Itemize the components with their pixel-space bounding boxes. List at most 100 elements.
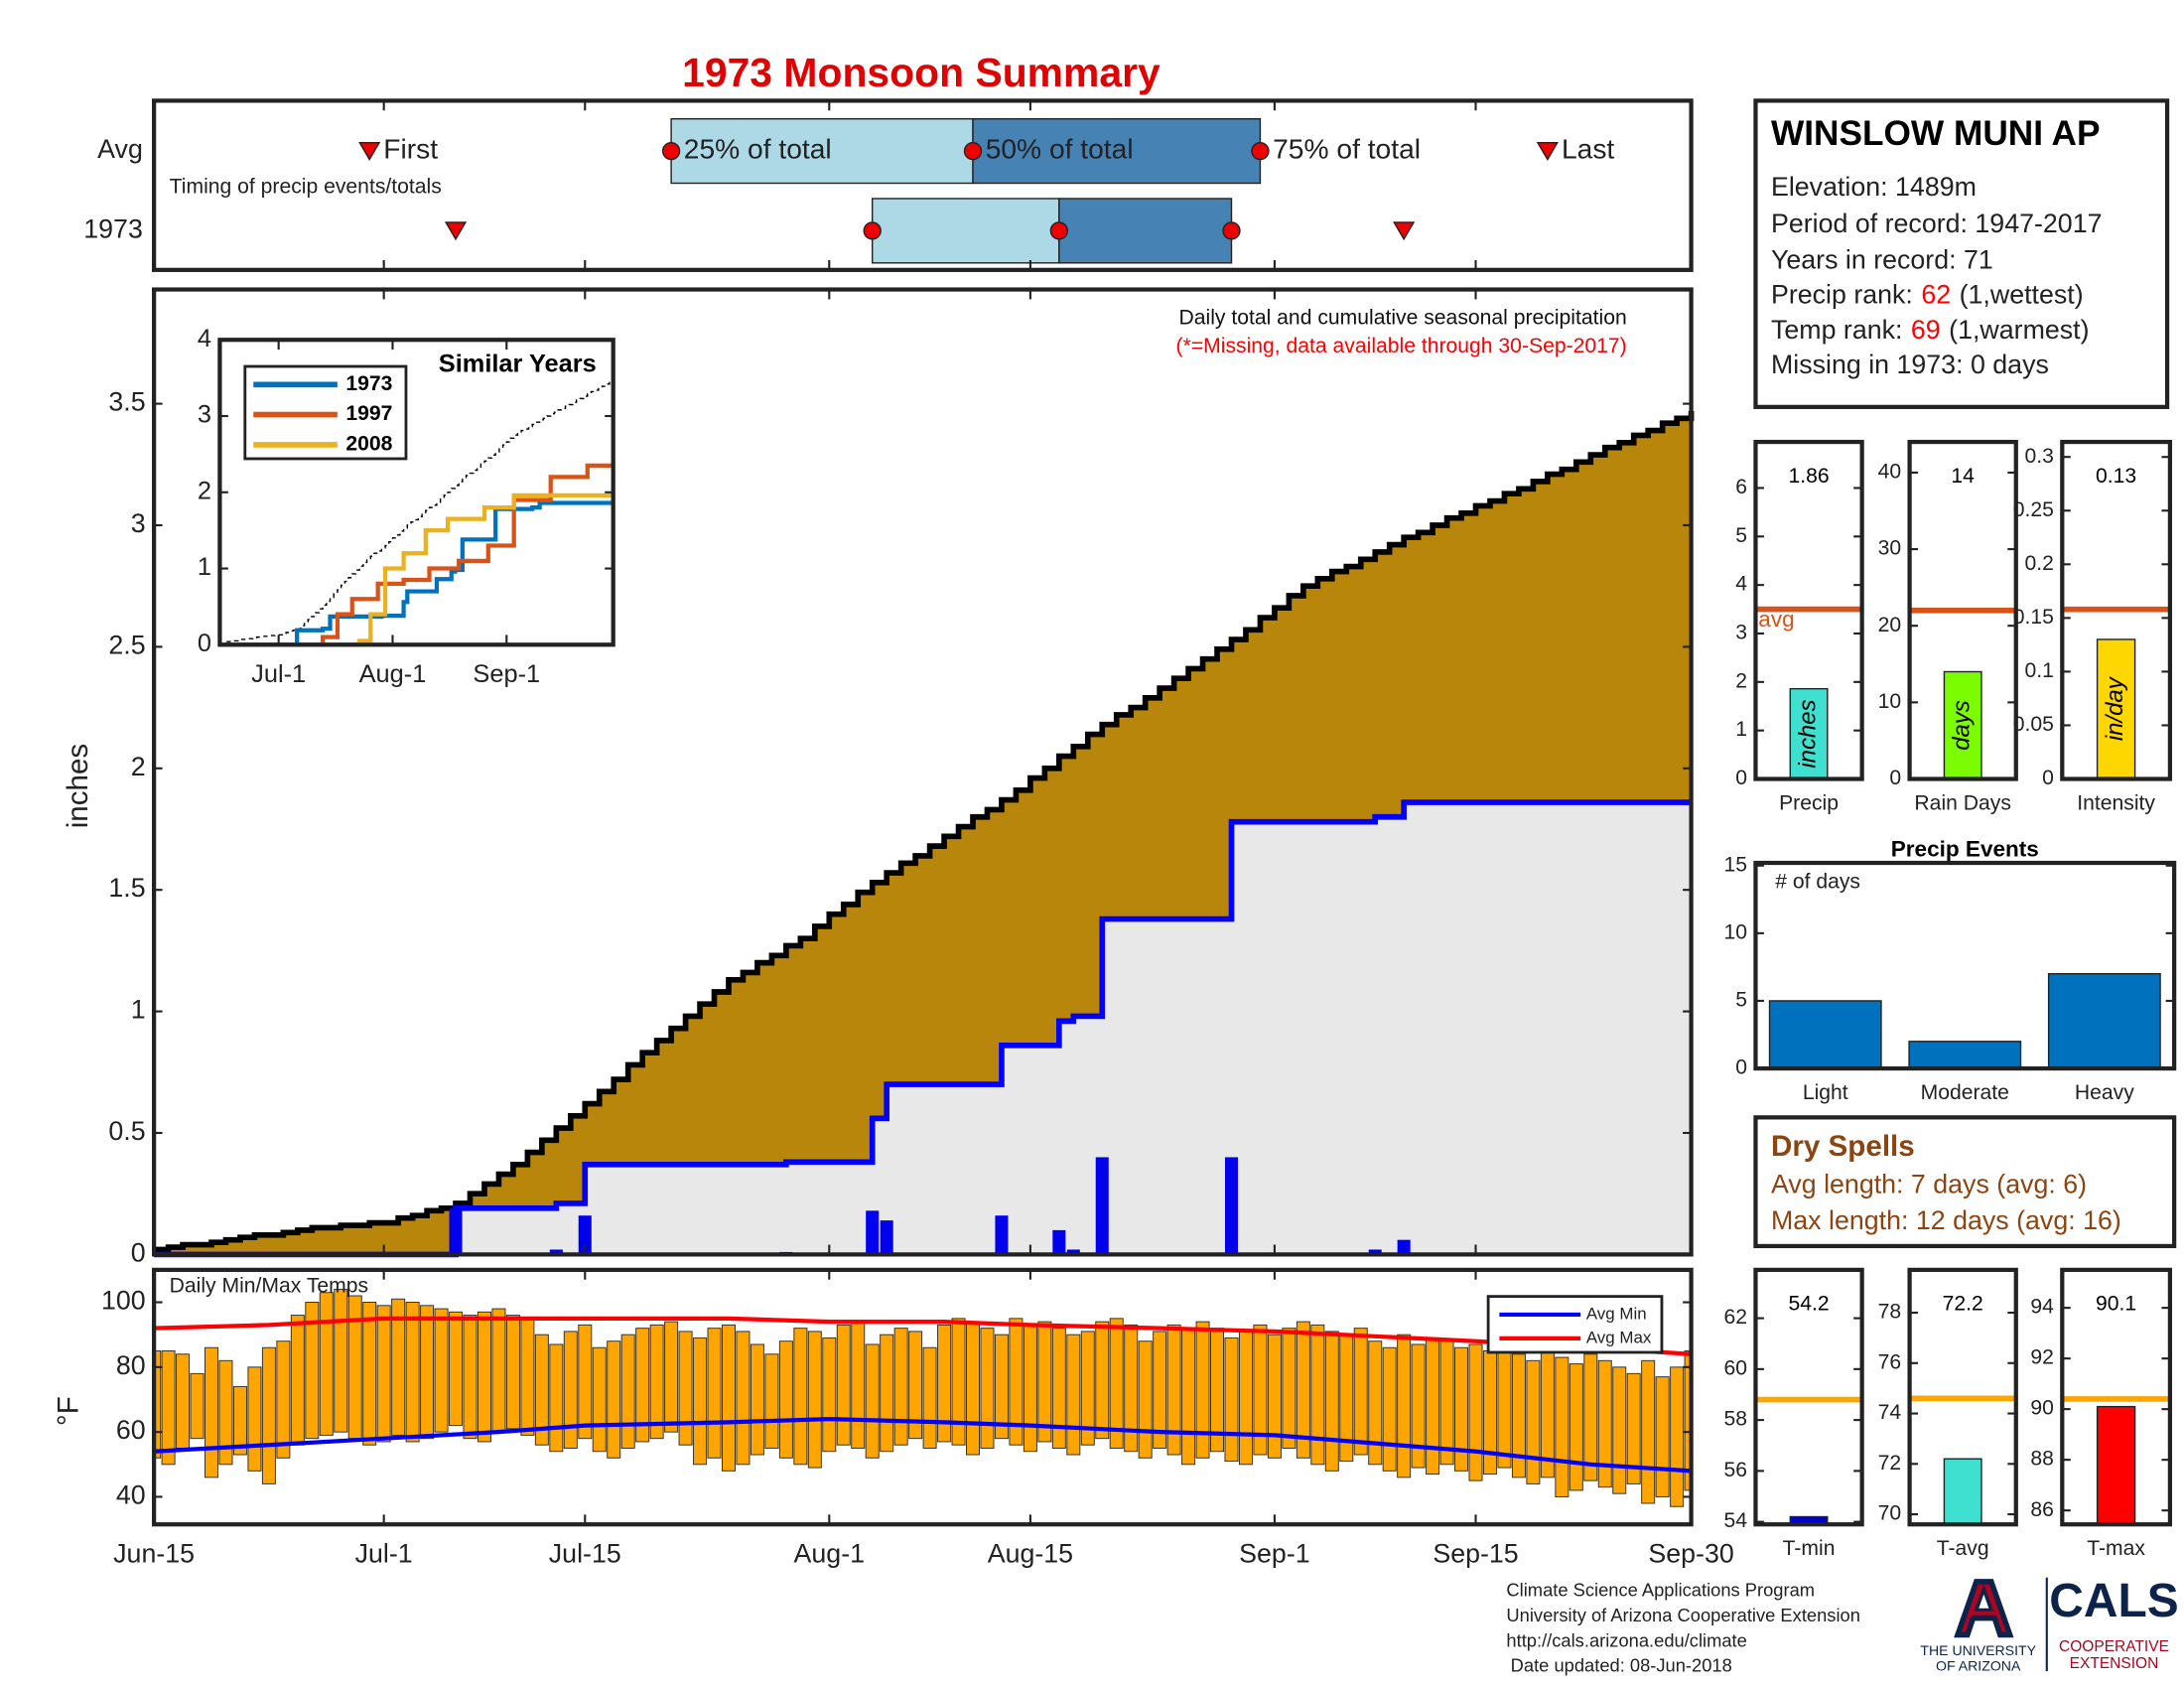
- temp-range-bar: [922, 1346, 937, 1449]
- panel-frame: [1753, 439, 1864, 781]
- y-tick-label: 40: [1878, 461, 1902, 484]
- y-tick-label: 86: [2030, 1498, 2054, 1521]
- temp-range-bar: [232, 1385, 247, 1456]
- temp-range-bar: [592, 1346, 607, 1453]
- temp-range-bar: [218, 1359, 233, 1466]
- temp-range-bar: [778, 1340, 793, 1459]
- temp-range-bar: [966, 1321, 981, 1456]
- panel-title: Precip Events: [1891, 836, 2039, 861]
- temp-range-bar: [822, 1336, 837, 1453]
- page-title: 1973 Monsoon Summary: [682, 50, 1160, 95]
- y-axis-label: °F: [52, 1396, 84, 1426]
- extension-name: COOPERATIVE: [2059, 1638, 2169, 1655]
- dry-spells-box: [1753, 1115, 2177, 1249]
- y-tick-label: 88: [2030, 1448, 2054, 1471]
- temp-range-bar: [376, 1305, 391, 1443]
- panel-frame: [1907, 439, 2018, 781]
- station-rank: Temp rank: 69 (1,warmest): [1771, 315, 2090, 345]
- category-label: Rain Days: [1914, 791, 2011, 814]
- x-tick-label: Jul-15: [549, 1538, 621, 1568]
- temp-range-bar: [1253, 1324, 1268, 1456]
- temp-range-bar: [1626, 1372, 1641, 1484]
- y-tick-label: 56: [1723, 1459, 1747, 1481]
- footer-line: Climate Science Applications Program: [1506, 1580, 1815, 1601]
- series-line: [219, 492, 614, 647]
- temp-range-bar: [1368, 1340, 1383, 1466]
- x-tick-label: Jul-1: [355, 1538, 413, 1568]
- y-tick-label: 2: [1735, 669, 1747, 692]
- bar: [1943, 670, 1982, 780]
- temp-range-bar: [463, 1315, 478, 1440]
- temp-range-bar: [750, 1343, 764, 1456]
- temp-range-bar: [420, 1305, 435, 1440]
- temp-range-bar: [1238, 1331, 1253, 1466]
- panel-note: # of days: [1775, 870, 1860, 893]
- university-name: OF ARIZONA: [1936, 1658, 2021, 1674]
- daily-precip-bar: [995, 1215, 1009, 1255]
- quartile-label: 25% of total: [684, 133, 832, 165]
- dry-spells-line: Max length: 12 days (avg: 16): [1771, 1205, 2121, 1235]
- temp-range-bar: [620, 1334, 635, 1449]
- daily-precip-bar: [578, 1215, 592, 1255]
- temp-range-bar: [290, 1315, 305, 1446]
- category-label: Intensity: [2077, 791, 2155, 814]
- station-line: Elevation: 1489m: [1771, 172, 1977, 202]
- y-tick-label: 1: [198, 553, 211, 581]
- y-tick-label: 3: [198, 401, 211, 429]
- temp-range-bar: [205, 1346, 219, 1478]
- category-label: Precip: [1779, 791, 1839, 814]
- quartile-marker: [1222, 221, 1241, 240]
- daily-precip-bar: [1368, 1249, 1382, 1255]
- category-label: T-avg: [1937, 1537, 1989, 1560]
- quartile-marker: [1049, 221, 1069, 240]
- temp-range-bar: [176, 1353, 191, 1449]
- category-label: T-max: [2087, 1537, 2145, 1560]
- station-line: Period of record: 1947-2017: [1771, 209, 2103, 238]
- temp-range-bar: [477, 1311, 491, 1443]
- panel-frame: [152, 1267, 1694, 1527]
- temp-range-bar: [1224, 1336, 1239, 1463]
- temp-range-bar: [865, 1343, 880, 1459]
- y-tick-label: 3.5: [108, 387, 145, 417]
- quartile-box: [872, 198, 1060, 264]
- average-label: avg: [1758, 607, 1794, 632]
- rank-note: (1,wettest): [1960, 280, 2084, 310]
- y-tick-label: 78: [1878, 1301, 1902, 1324]
- event-marker: [444, 221, 468, 241]
- y-tick-label: 5: [1735, 524, 1747, 547]
- daily-precip-bar: [1052, 1229, 1066, 1255]
- x-tick-label: Aug-15: [988, 1538, 1073, 1568]
- panel-frame: [2060, 439, 2173, 781]
- y-tick-label: 0.25: [2013, 498, 2054, 521]
- temp-range-bar: [880, 1334, 894, 1453]
- station-line: Missing in 1973: 0 days: [1771, 350, 2049, 379]
- y-tick-label: 6: [1735, 476, 1747, 498]
- temp-range-bar: [607, 1340, 621, 1459]
- temp-range-bar: [391, 1298, 406, 1436]
- panel-frame: [1753, 860, 2177, 1071]
- y-tick-label: 20: [1878, 614, 1902, 636]
- temp-range-bar: [764, 1353, 779, 1449]
- station-box: [1753, 98, 2170, 409]
- bar: [1943, 1458, 1982, 1525]
- temp-range-bar: [649, 1324, 664, 1440]
- avg-temp-line: [154, 1416, 1692, 1474]
- y-tick-label: 30: [1878, 537, 1902, 560]
- dry-spells-title: Dry Spells: [1771, 1130, 1915, 1163]
- y-tick-label: 60: [116, 1415, 146, 1445]
- temp-range-bar: [247, 1366, 262, 1472]
- temp-range-bar: [161, 1350, 176, 1466]
- row-label: Avg: [97, 134, 143, 164]
- y-tick-label: 60: [1723, 1356, 1747, 1379]
- y-tick-label: 0.5: [108, 1116, 145, 1146]
- temp-range-bar: [276, 1340, 291, 1459]
- daily-precip-bar: [866, 1210, 880, 1255]
- quartile-marker: [1251, 141, 1270, 161]
- value-label: 90.1: [2096, 1293, 2136, 1316]
- event-marker: [358, 141, 381, 161]
- quartile-marker: [963, 141, 983, 161]
- y-tick-label: 92: [2030, 1346, 2054, 1369]
- temp-range-bar: [707, 1328, 722, 1459]
- y-tick-label: 0: [1735, 1056, 1747, 1079]
